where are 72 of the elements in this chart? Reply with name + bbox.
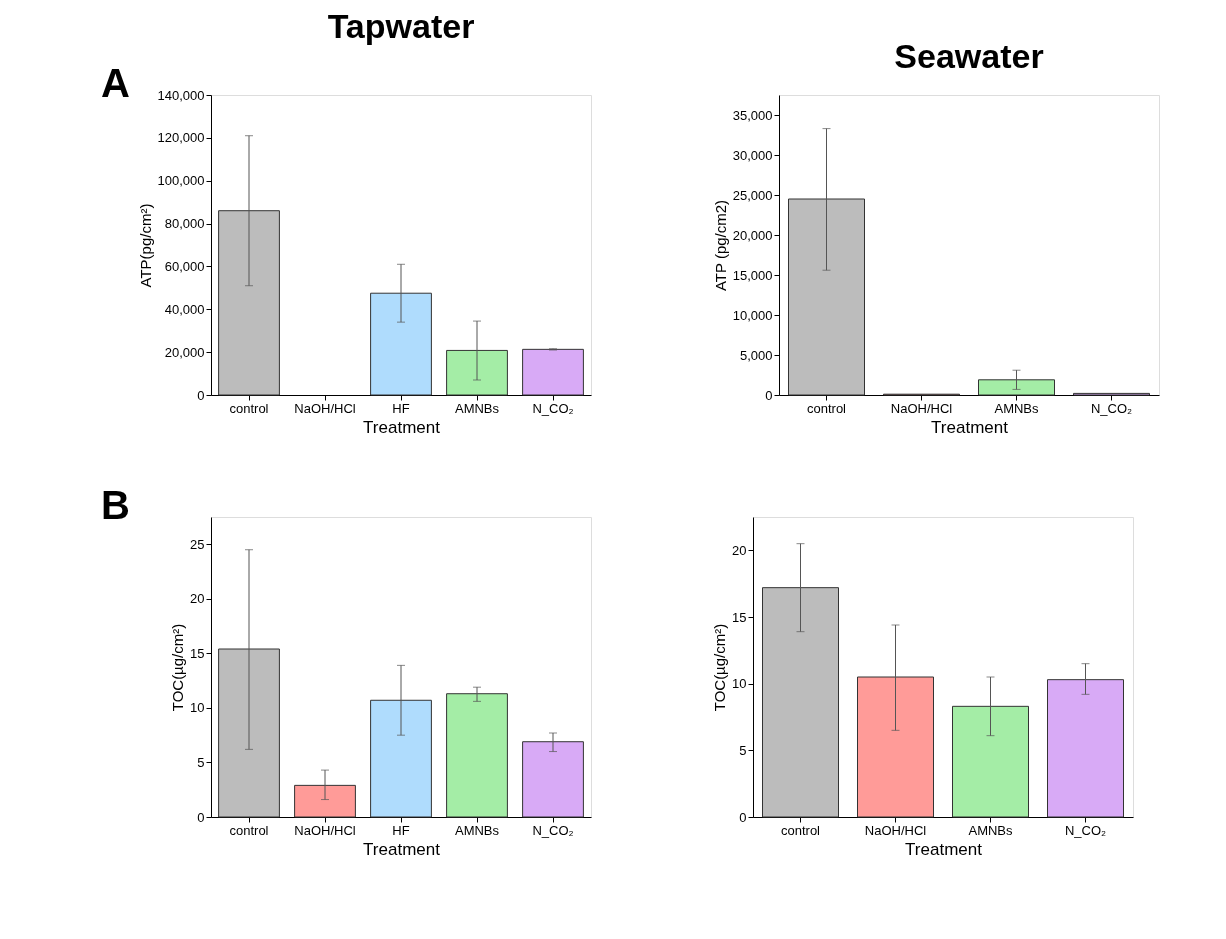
- y-tick-label: 10: [190, 700, 205, 716]
- bar: [978, 379, 1055, 396]
- x-tick-label: HF: [392, 822, 410, 838]
- x-tick-label: HF: [392, 400, 410, 416]
- y-tick-label: 15,000: [732, 267, 773, 283]
- bar: [857, 676, 934, 818]
- x-tick-label: NaOH/HCl: [294, 822, 356, 838]
- y-tick-label: 10: [732, 676, 747, 692]
- x-tick-label: AMNBs: [968, 822, 1014, 838]
- x-tick-label: AMNBs: [454, 822, 500, 838]
- x-axis-title: Treatment: [905, 839, 983, 859]
- bar: [370, 292, 432, 396]
- x-axis-title: Treatment: [363, 417, 441, 437]
- y-axis-title: TOC(µg/cm²): [169, 623, 187, 712]
- y-tick-label: 25,000: [732, 187, 773, 203]
- x-tick-label: NaOH/HCl: [890, 400, 953, 416]
- x-axis-title: Treatment: [931, 417, 1009, 437]
- chart-title: Tapwater: [327, 7, 475, 45]
- y-tick-label: 5: [739, 742, 747, 758]
- y-tick-label: 100,000: [157, 173, 205, 189]
- bar: [788, 198, 865, 396]
- bar: [446, 349, 508, 396]
- y-tick-label: 15: [190, 645, 205, 661]
- y-tick-label: 20,000: [164, 344, 205, 360]
- x-tick-label: AMNBs: [994, 400, 1040, 416]
- x-tick-label: control: [780, 822, 821, 838]
- y-tick-label: 5,000: [739, 347, 773, 363]
- y-tick-label: 20: [190, 591, 205, 607]
- y-axis-title: TOC(µg/cm²): [711, 623, 729, 712]
- bar: [952, 705, 1029, 818]
- text: B: [101, 483, 130, 527]
- chart-title: Seawater: [894, 37, 1044, 75]
- y-tick-label: 120,000: [157, 130, 205, 146]
- bar: [762, 587, 839, 818]
- y-tick-label: 0: [765, 387, 773, 403]
- y-tick-label: 35,000: [732, 107, 773, 123]
- bar: [522, 348, 584, 396]
- y-tick-label: 0: [197, 809, 205, 825]
- y-tick-label: 40,000: [164, 301, 205, 317]
- y-tick-label: 5: [197, 754, 205, 770]
- y-tick-label: 60,000: [164, 258, 205, 274]
- y-tick-label: 0: [739, 809, 747, 825]
- y-tick-label: 80,000: [164, 216, 205, 232]
- x-tick-label: AMNBs: [454, 400, 500, 416]
- bar: [218, 648, 280, 818]
- bar: [218, 210, 280, 396]
- y-tick-label: 15: [732, 609, 747, 625]
- x-tick-label: N_CO₂: [1090, 400, 1133, 416]
- y-tick-label: 30,000: [732, 147, 773, 163]
- x-axis-title: Treatment: [363, 839, 441, 859]
- y-axis-title: ATP(pg/cm²): [136, 203, 154, 288]
- x-tick-label: N_CO₂: [1064, 822, 1107, 838]
- text: A: [101, 61, 130, 105]
- bar: [522, 741, 584, 818]
- bar: [1047, 679, 1124, 818]
- y-tick-label: 20,000: [732, 227, 773, 243]
- x-tick-label: N_CO₂: [532, 822, 574, 838]
- y-tick-label: 140,000: [157, 87, 205, 103]
- y-tick-label: 20: [732, 542, 747, 558]
- bar: [294, 784, 356, 818]
- y-tick-label: 10,000: [732, 307, 773, 323]
- x-tick-label: NaOH/HCl: [864, 822, 927, 838]
- x-tick-label: control: [229, 822, 269, 838]
- x-tick-label: control: [229, 400, 269, 416]
- y-tick-label: 0: [197, 387, 205, 403]
- y-axis-title: ATP (pg/cm2): [711, 199, 729, 292]
- x-tick-label: NaOH/HCl: [294, 400, 356, 416]
- bar: [370, 699, 432, 818]
- x-tick-label: N_CO₂: [532, 400, 574, 416]
- x-tick-label: control: [806, 400, 847, 416]
- bar: [446, 693, 508, 818]
- y-tick-label: 25: [190, 536, 205, 552]
